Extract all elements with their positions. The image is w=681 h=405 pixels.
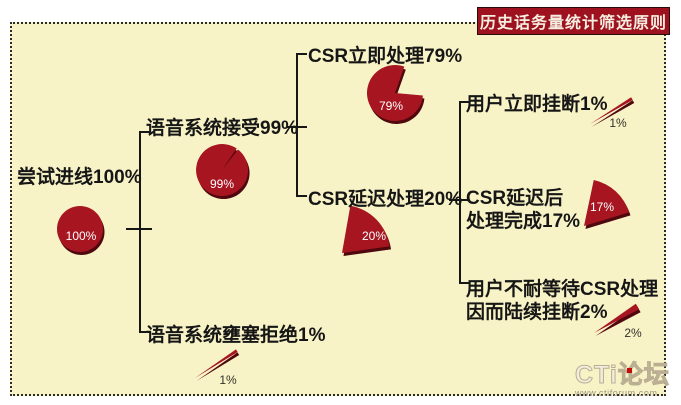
connector-line <box>126 228 152 230</box>
ctiforum-url: www.ctiforum.com <box>575 388 658 398</box>
page-title: 历史话务量统计筛选原则 <box>479 15 667 32</box>
diagram-board <box>10 22 666 396</box>
pie-value-label: 99% <box>209 177 235 191</box>
pie-value-label: 17% <box>589 200 615 214</box>
node-label-csr-delayed: CSR延迟处理20% <box>308 189 463 210</box>
pie-chart-hangup-immediate <box>590 97 635 127</box>
pie-value-label: 20% <box>361 229 387 243</box>
connector-line <box>139 331 150 333</box>
connector-line <box>449 199 469 201</box>
node-label-csr-delayed-done: CSR延迟后 处理完成17% <box>466 188 581 232</box>
title-badge: 历史话务量统计筛选原则 <box>477 7 670 35</box>
connector-line <box>459 101 470 103</box>
pie-chart-hangup-waiting <box>594 303 641 336</box>
pie-chart-csr-immediate <box>366 64 425 124</box>
pie-value-label: 79% <box>378 99 404 113</box>
connector-line <box>459 101 461 284</box>
pie-chart-root <box>57 206 105 255</box>
node-label-accepted: 语音系统接受99% <box>146 118 299 139</box>
pie-chart-accepted <box>196 144 250 200</box>
node-label-rejected: 语音系统壅塞拒绝1% <box>146 325 326 346</box>
node-label-csr-immediate: CSR立即处理79% <box>308 46 463 67</box>
pie-value-label: 100% <box>65 229 97 243</box>
pie-chart-csr-delayed-done <box>584 180 631 229</box>
ctiforum-brand: CTi论坛 <box>575 361 679 389</box>
connector-line <box>459 282 470 284</box>
connector-line <box>296 53 307 55</box>
connector-line <box>296 195 307 197</box>
connector-line <box>296 53 298 197</box>
pie-value-label: 1% <box>609 116 627 130</box>
pie-chart-csr-delayed <box>342 205 392 256</box>
connector-line <box>139 131 150 133</box>
ctiforum-logo: CTi论坛 www.ctiforum.com <box>575 361 679 399</box>
node-label-hangup-immediate: 用户立即挂断1% <box>466 94 608 115</box>
node-label-root: 尝试进线100% <box>17 167 142 188</box>
node-label-hangup-waiting: 用户不耐等待CSR处理 因而陆续挂断2% <box>466 279 659 323</box>
connector-line <box>139 131 141 333</box>
logo-red-dot-icon <box>627 368 632 373</box>
connector-line <box>287 126 307 128</box>
pie-value-label: 2% <box>624 326 642 340</box>
pie-chart-rejected <box>195 349 240 381</box>
ctiforum-brand-text: CTi论坛 <box>575 361 670 389</box>
pie-value-label: 1% <box>219 373 237 387</box>
